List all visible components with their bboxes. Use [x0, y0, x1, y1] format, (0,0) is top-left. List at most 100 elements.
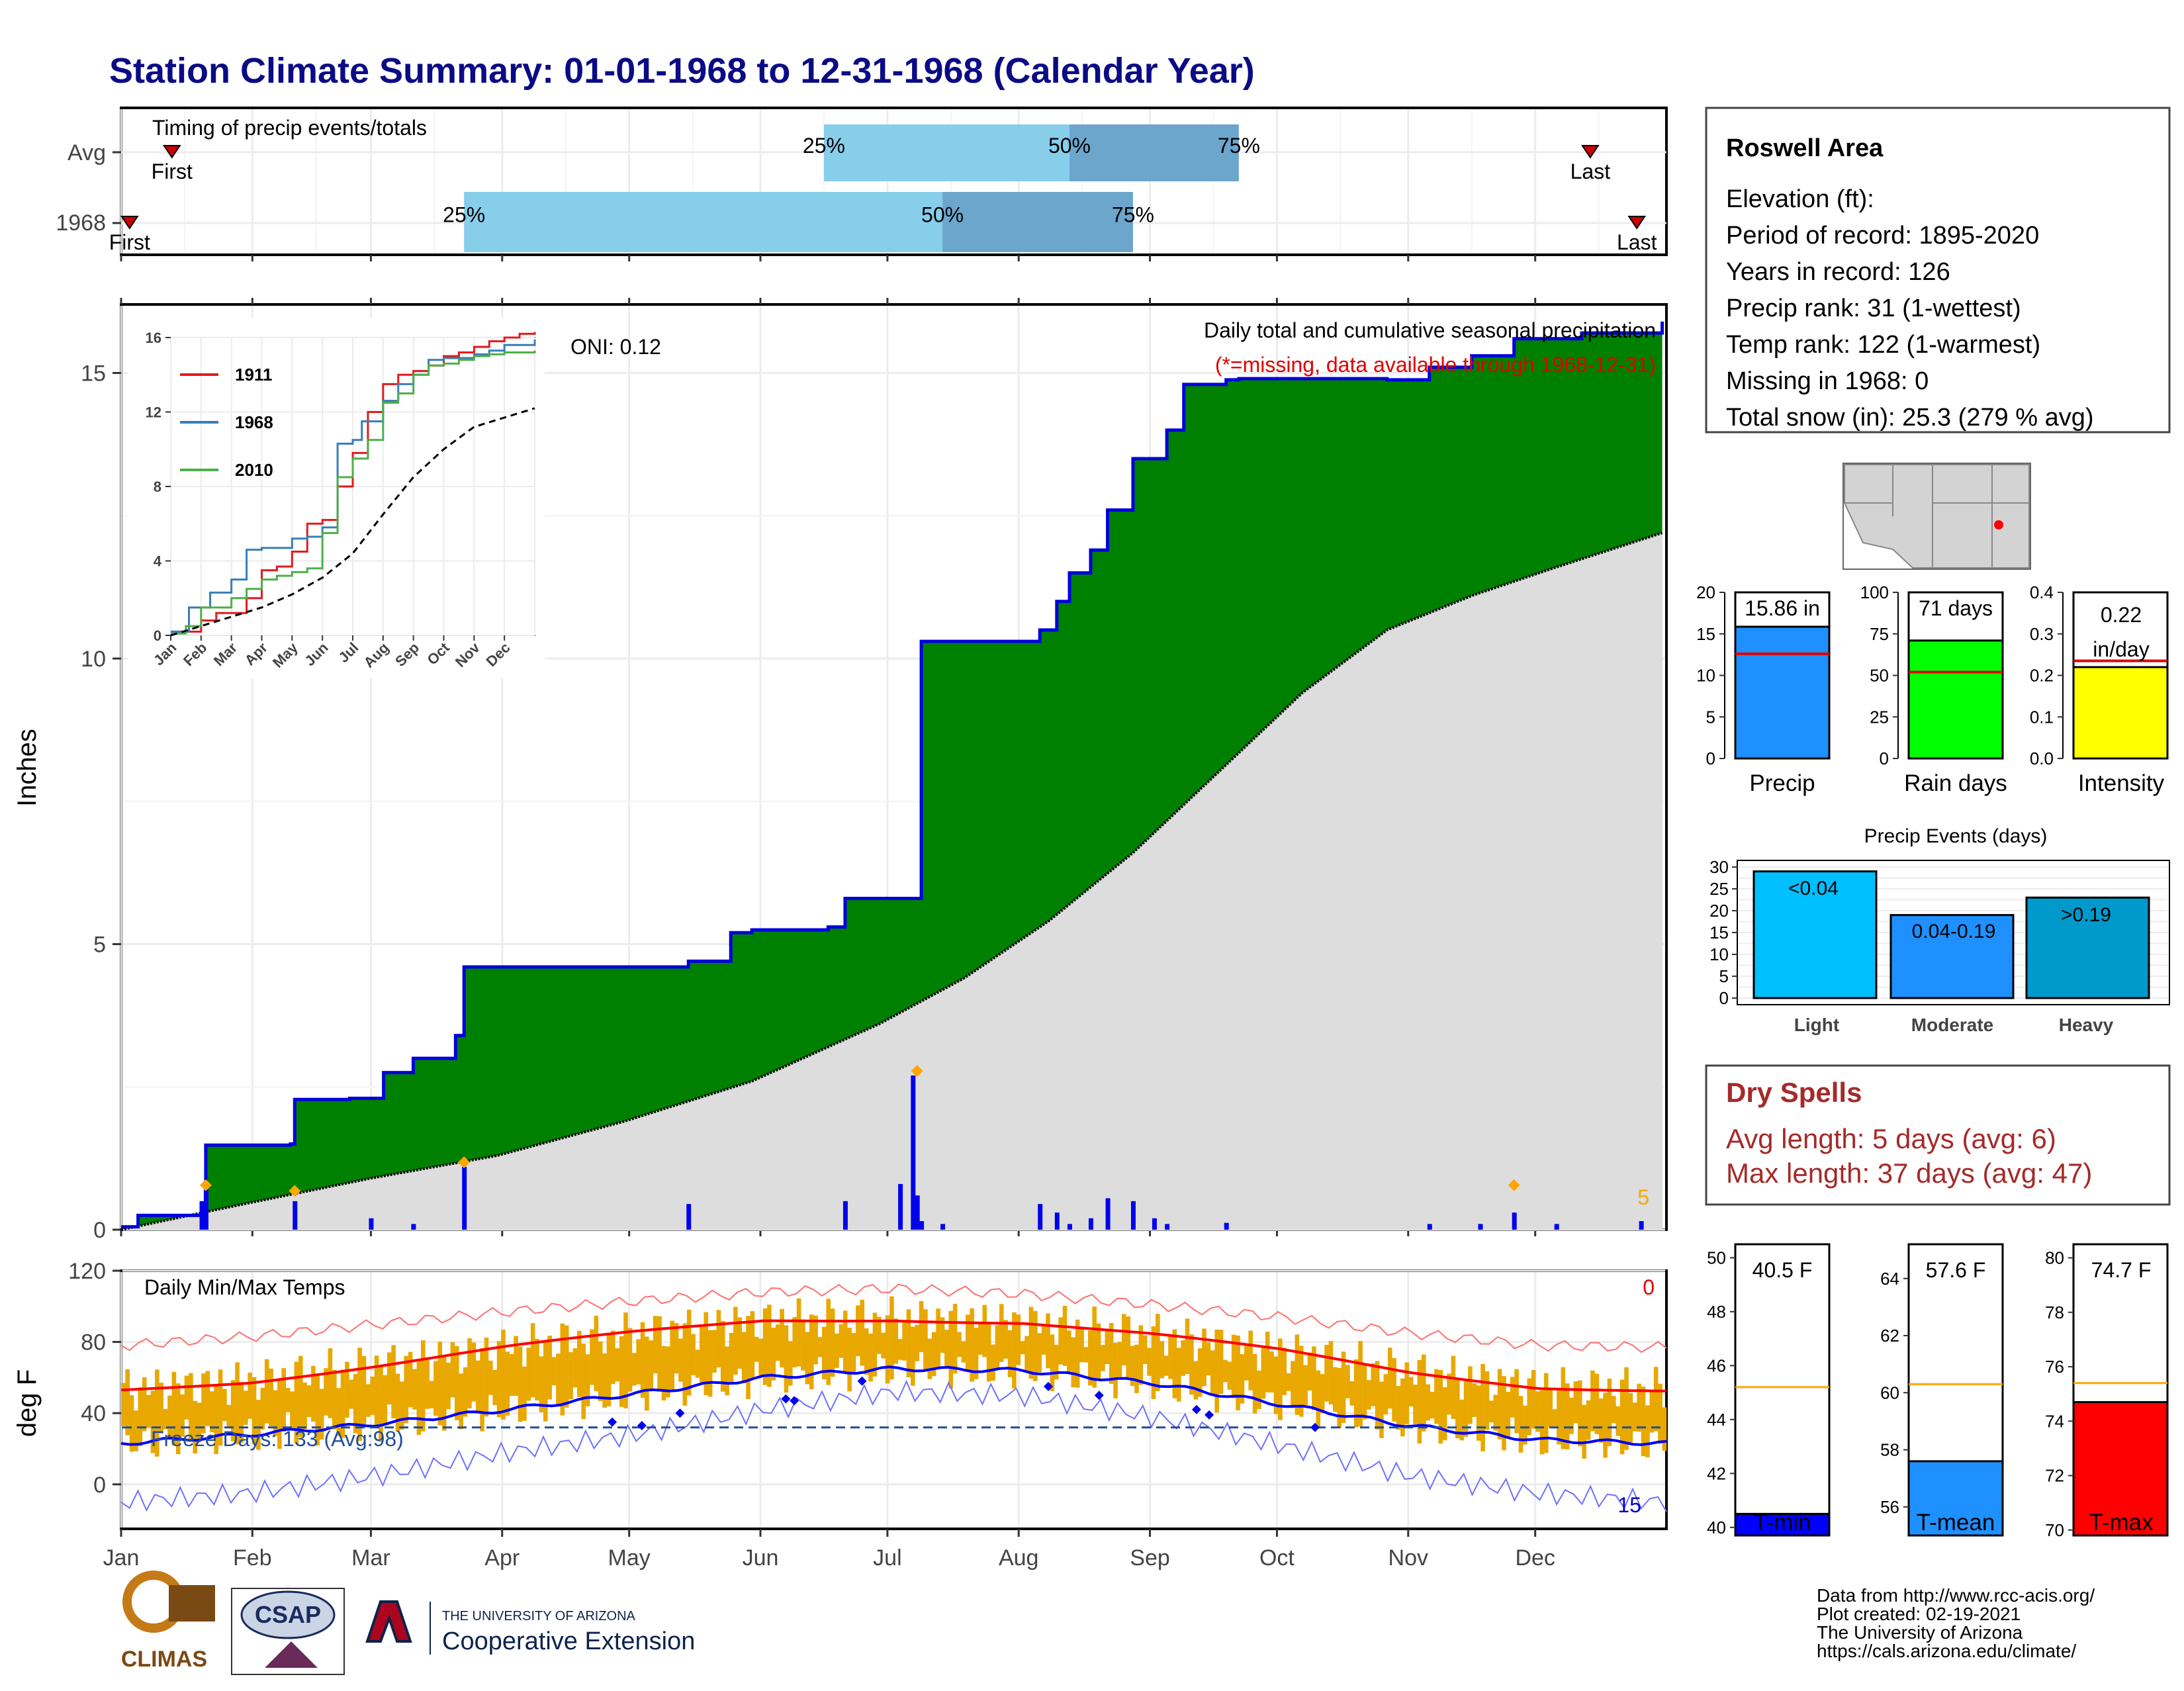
temp-panel: 0 40 80 120 deg F Daily Min/Max Temps Freez…	[13, 1259, 1668, 1571]
events-tick-label: 10	[1709, 944, 1729, 964]
daily-temp-bar	[999, 1304, 1004, 1362]
daily-temp-bar	[1126, 1316, 1130, 1378]
daily-temp-bar	[1552, 1409, 1557, 1429]
daily-temp-bar	[627, 1328, 633, 1392]
inset-lines	[170, 332, 536, 637]
legend-1968: 1968	[235, 412, 273, 432]
csap-mountain-icon	[265, 1641, 318, 1668]
record-low-marker	[675, 1408, 685, 1418]
cold-days-count: 15	[1617, 1493, 1641, 1517]
daily-temp-bar	[226, 1404, 232, 1428]
daily-temp-bar	[1578, 1380, 1582, 1447]
daily-temp-bar	[1303, 1365, 1308, 1405]
daily-temp-bar	[995, 1325, 1000, 1369]
station-precip-rank: Precip rank: 31 (1-wettest)	[1726, 295, 2021, 322]
daily-temp-bar	[1375, 1361, 1380, 1430]
daily-temp-bar	[484, 1337, 489, 1417]
daily-temp-bar	[556, 1353, 561, 1406]
daily-temp-bar	[923, 1309, 928, 1372]
daily-temp-bar	[826, 1299, 831, 1385]
events-title: Precip Events (days)	[1864, 825, 2048, 847]
daily-temp-bar	[1362, 1363, 1367, 1420]
daily-temp-bar	[957, 1332, 962, 1357]
daily-temp-bar	[509, 1353, 514, 1396]
daily-temp-bar	[670, 1320, 674, 1390]
daily-temp-bar	[518, 1346, 523, 1422]
daily-temp-bar	[244, 1391, 248, 1425]
daily-temp-bar	[1142, 1335, 1148, 1364]
summary-bar-tick-label: 0.4	[2030, 582, 2054, 602]
events-cat-light: Light	[1794, 1015, 1839, 1035]
timing-title: Timing of precip events/totals	[152, 116, 427, 140]
daily-temp-bar	[1189, 1334, 1194, 1395]
tmax-bar-value: 74.7 F	[2091, 1258, 2152, 1282]
map-states	[1844, 464, 2030, 569]
timing-bar-q25-q50	[464, 192, 943, 252]
daily-temp-bar	[1383, 1374, 1388, 1415]
locator-map	[1843, 463, 2031, 570]
daily-temp-bar	[1067, 1330, 1071, 1372]
daily-temp-bar	[496, 1341, 502, 1418]
daily-temp-bar	[163, 1408, 168, 1430]
daily-temp-bar	[1033, 1310, 1038, 1381]
daily-temp-bar	[1557, 1390, 1561, 1445]
precip-panel: 0 5 10 15 Inches ONI: 0.12 Daily total and …	[13, 298, 1668, 1243]
daily-temp-bar	[598, 1342, 603, 1402]
daily-precip-bar	[1512, 1212, 1517, 1230]
daily-temp-bar	[733, 1306, 738, 1375]
daily-temp-bar	[1236, 1335, 1240, 1410]
daily-precip-bar	[1130, 1201, 1136, 1230]
temp-bar-tick-label: 62	[1880, 1326, 1899, 1346]
daily-temp-bar	[1214, 1329, 1219, 1413]
daily-temp-bar	[1561, 1367, 1566, 1449]
daily-temp-bar	[1582, 1404, 1587, 1459]
daily-temp-bar	[1649, 1391, 1655, 1433]
daily-temp-bar	[1535, 1391, 1540, 1432]
daily-temp-bar	[1163, 1355, 1169, 1376]
daily-temp-bar	[446, 1362, 451, 1410]
daily-temp-bar	[1426, 1384, 1430, 1421]
summary-bar-tick-label: 0	[1880, 749, 1889, 768]
daily-temp-bar	[1240, 1354, 1245, 1404]
daily-temp-bar	[475, 1360, 480, 1412]
daily-temp-bar	[1282, 1348, 1287, 1395]
daily-precip-bar	[1152, 1218, 1157, 1230]
daily-temp-bar	[416, 1358, 422, 1436]
daily-temp-bar	[1054, 1344, 1059, 1380]
daily-temp-bar	[269, 1368, 273, 1427]
precip-y-axis: 0 5 10 15	[81, 361, 121, 1243]
daily-temp-bar	[1442, 1387, 1447, 1441]
daily-temp-bar	[433, 1361, 438, 1416]
daily-temp-bar	[864, 1328, 869, 1375]
daily-temp-bar	[602, 1353, 607, 1408]
daily-temp-bar	[927, 1338, 933, 1379]
record-low-marker	[1205, 1410, 1214, 1420]
csap-logo: CSAP	[231, 1588, 345, 1675]
summary-bar-tick-label: 0.2	[2030, 666, 2054, 686]
daily-temp-bar	[1168, 1334, 1173, 1379]
daily-temp-bar	[906, 1309, 911, 1377]
daily-temp-bar	[455, 1346, 459, 1420]
temp-bar-tick-label: 56	[1880, 1497, 1899, 1517]
heavy-event-marker	[911, 1065, 923, 1077]
daily-temp-bar	[1037, 1333, 1042, 1373]
daily-temp-bar	[1624, 1367, 1629, 1450]
daily-temp-bar	[915, 1324, 919, 1361]
daily-temp-bar	[1476, 1385, 1481, 1441]
daily-temp-bar	[315, 1373, 320, 1446]
summary-bars: 0 5 10 15 20 0 25 50 75 100 0.0 0.1 0.2 0.3 0.4	[1696, 582, 2169, 768]
daily-temp-bar	[1603, 1393, 1608, 1458]
daily-temp-bar	[357, 1348, 362, 1441]
ua-logo-line2: Cooperative Extension	[442, 1627, 695, 1655]
daily-temp-bar	[741, 1332, 747, 1383]
tmean-bar-value: 57.6 F	[1926, 1258, 1986, 1282]
daily-temp-bar	[1307, 1352, 1312, 1391]
raindays-bar-value: 71 days	[1919, 596, 1993, 620]
daily-temp-bar	[1367, 1380, 1371, 1410]
daily-temp-bar	[784, 1325, 789, 1393]
daily-temp-bar	[712, 1330, 717, 1373]
daily-temp-bar	[180, 1394, 185, 1437]
daily-temp-bar	[530, 1323, 535, 1398]
daily-temp-bar	[842, 1310, 848, 1373]
daily-precip-bar	[1105, 1198, 1111, 1230]
